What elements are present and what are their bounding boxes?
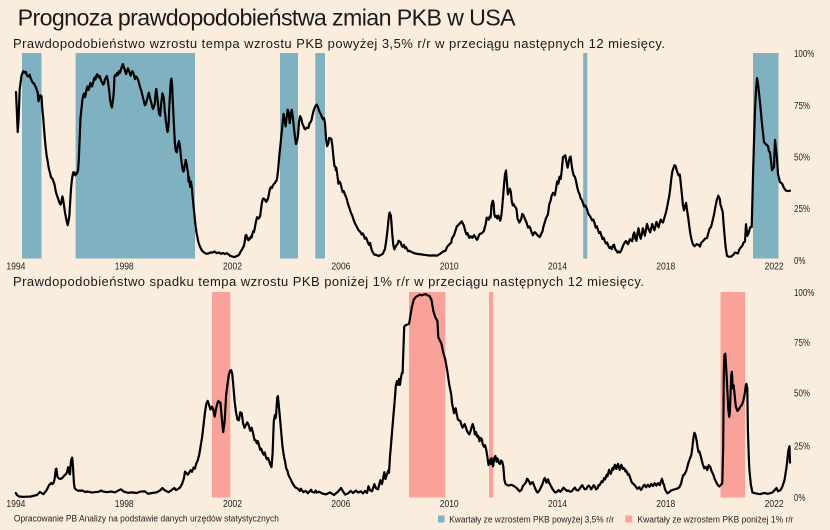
- svg-text:2006: 2006: [331, 499, 350, 510]
- svg-text:2018: 2018: [656, 262, 675, 273]
- svg-text:1998: 1998: [115, 499, 134, 510]
- svg-text:0%: 0%: [794, 256, 806, 267]
- svg-text:Kwartały ze wzrostem PKB powyż: Kwartały ze wzrostem PKB powyżej 3,5% r/…: [449, 515, 614, 525]
- svg-text:Prognoza prawdopodobieństwa zm: Prognoza prawdopodobieństwa zmian PKB w …: [18, 4, 517, 30]
- svg-text:2002: 2002: [223, 499, 242, 510]
- svg-text:50%: 50%: [794, 152, 810, 163]
- svg-text:25%: 25%: [794, 204, 810, 215]
- svg-text:Kwartały ze wzrostem PKB poniż: Kwartały ze wzrostem PKB poniżej 1% r/r: [638, 515, 794, 525]
- svg-text:2018: 2018: [656, 499, 675, 510]
- svg-text:1994: 1994: [6, 262, 25, 273]
- svg-text:2014: 2014: [548, 262, 567, 273]
- svg-text:2006: 2006: [331, 262, 350, 273]
- svg-text:0%: 0%: [794, 493, 806, 504]
- svg-text:50%: 50%: [794, 389, 810, 400]
- svg-text:Opracowanie PB Analizy na pods: Opracowanie PB Analizy na podstawie dany…: [14, 514, 279, 525]
- svg-text:Prawdopodobieństwo wzrostu tem: Prawdopodobieństwo wzrostu tempa wzrostu…: [13, 36, 665, 51]
- svg-text:1994: 1994: [6, 499, 25, 510]
- svg-text:2010: 2010: [440, 262, 459, 273]
- svg-text:75%: 75%: [794, 338, 810, 349]
- svg-text:2010: 2010: [440, 499, 459, 510]
- svg-text:2022: 2022: [765, 262, 784, 273]
- svg-text:25%: 25%: [794, 442, 810, 453]
- svg-text:100%: 100%: [794, 288, 815, 299]
- svg-text:2002: 2002: [223, 262, 242, 273]
- svg-text:Prawdopodobieństwo spadku temp: Prawdopodobieństwo spadku tempa wzrostu …: [13, 274, 644, 289]
- svg-text:2014: 2014: [548, 499, 567, 510]
- svg-text:1998: 1998: [115, 262, 134, 273]
- svg-text:100%: 100%: [794, 49, 815, 60]
- svg-text:2022: 2022: [765, 499, 784, 510]
- svg-text:75%: 75%: [794, 101, 810, 112]
